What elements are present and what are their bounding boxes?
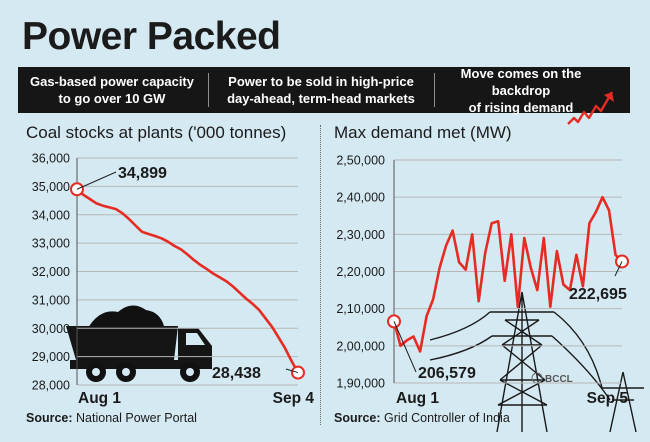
- truck-hub: [122, 368, 130, 376]
- coal-chart-x-tick-label: Aug 1: [78, 390, 121, 407]
- rising-arrow-icon: [567, 91, 614, 125]
- coal-chart-y-tick-label: 33,000: [32, 237, 70, 251]
- banner-item-line: Power to be sold in high-price: [228, 74, 414, 89]
- coal-chart-grid: [77, 157, 298, 386]
- demand-chart-y-tick-label: 2,00,000: [336, 339, 385, 353]
- demand-chart-y-tick-label: 2,40,000: [336, 191, 385, 205]
- truck-window: [186, 333, 205, 345]
- banner-divider: [208, 73, 209, 107]
- truck-bin: [66, 326, 178, 360]
- panel-divider: [320, 125, 321, 425]
- demand-chart-y-tick-label: 2,30,000: [336, 228, 385, 242]
- demand-chart-annotation-label: 222,695: [569, 286, 627, 303]
- coal-chart-y-tick-label: 32,000: [32, 265, 70, 279]
- coal-chart-y-tick-label: 36,000: [32, 152, 70, 166]
- coal-chart-y-tick-label: 29,000: [32, 350, 70, 364]
- power-line: [429, 311, 611, 401]
- demand-chart-annotation-leader: [614, 261, 623, 277]
- coal-chart-annotation-label: 34,899: [118, 165, 167, 182]
- source-label: Source:: [26, 411, 73, 425]
- banner-item-gas-capacity: Gas-based power capacity to go over 10 GW: [24, 67, 200, 113]
- banner-item-line: day-ahead, term-head markets: [227, 91, 415, 106]
- coal-chart-annotation-label: 28,438: [212, 365, 261, 382]
- demand-chart-y-tick-label: 2,50,000: [336, 154, 385, 168]
- coal-chart-y-tick-label: 30,000: [32, 322, 70, 336]
- coal-truck-icon: [66, 305, 212, 382]
- transmission-tower-icon: [429, 291, 644, 433]
- truck-hub: [186, 368, 194, 376]
- watermark-text: BCCL: [545, 374, 573, 385]
- coal-chart-x-tick-label: Sep 4: [273, 390, 315, 407]
- source-label: Source:: [334, 411, 381, 425]
- banner-item-line: Gas-based power capacity: [29, 74, 194, 89]
- demand-chart-annotation-label: 206,579: [418, 365, 476, 382]
- coal-chart-series-line: [75, 187, 300, 374]
- banner-divider: [434, 73, 435, 107]
- source-text: Grid Controller of India: [384, 411, 510, 425]
- demand-chart-series-line: [392, 195, 624, 353]
- tower-frame: [490, 291, 554, 433]
- coal-chart-annotation-leader: [76, 171, 117, 190]
- demand-chart-x-tick-label: Aug 1: [396, 390, 439, 407]
- demand-chart-title: Max demand met (MW): [334, 123, 512, 142]
- demand-chart-annotation-leader: [393, 321, 417, 373]
- source-text: National Power Portal: [76, 411, 197, 425]
- banner-item-line: to go over 10 GW: [58, 91, 166, 106]
- truck-hub: [92, 368, 100, 376]
- demand-chart-y-tick-label: 2,10,000: [336, 302, 385, 316]
- coal-chart-annotation-leader: [285, 368, 299, 374]
- coal-source: Source: National Power Portal: [26, 411, 197, 425]
- demand-chart-y-tick-label: 1,90,000: [336, 377, 385, 391]
- page-title: Power Packed: [22, 15, 281, 58]
- coal-chart-y-tick-label: 34,000: [32, 208, 70, 222]
- arrow-head: [604, 92, 614, 102]
- arrow-stroke: [567, 91, 614, 125]
- coal-chart-y-tick-label: 31,000: [32, 293, 70, 307]
- banner-item-line: Move comes on the backdrop: [460, 65, 582, 98]
- banner-item-line: of rising demand: [468, 99, 574, 115]
- banner-item-rising-demand: Move comes on the backdrop of rising dema…: [438, 65, 604, 115]
- coal-heap: [88, 305, 164, 328]
- coal-chart-title: Coal stocks at plants ('000 tonnes): [26, 123, 287, 142]
- highlights-banner: Gas-based power capacity to go over 10 GW…: [18, 65, 630, 115]
- demand-chart-x-tick-label: Sep 5: [587, 390, 629, 407]
- coal-chart-y-tick-label: 28,000: [32, 379, 70, 393]
- truck-chassis: [70, 360, 212, 369]
- banner-item-high-price-markets: Power to be sold in high-price day-ahead,…: [214, 67, 428, 113]
- tower-frame: [602, 371, 644, 433]
- demand-chart-y-tick-label: 2,20,000: [336, 265, 385, 279]
- demand-source: Source: Grid Controller of India: [334, 411, 510, 425]
- coal-chart-y-tick-label: 35,000: [32, 180, 70, 194]
